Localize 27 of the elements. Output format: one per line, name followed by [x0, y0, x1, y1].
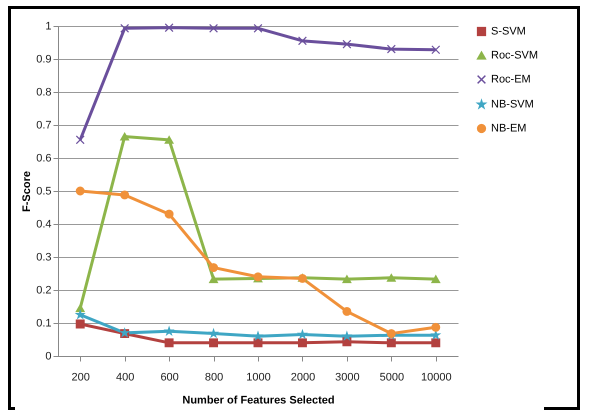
- legend-label: Roc-EM: [491, 74, 531, 86]
- y-tick-label: 1: [45, 20, 52, 32]
- legend-label: S-SVM: [491, 26, 526, 38]
- y-tick-label: 0.8: [36, 86, 52, 98]
- y-tick-label: 0.1: [36, 318, 52, 330]
- x-axis-title: Number of Features Selected: [182, 394, 335, 406]
- legend-label: Roc-SVM: [491, 50, 538, 62]
- y-tick-label: 0.6: [36, 152, 52, 164]
- x-tick-label: 200: [72, 372, 90, 384]
- legend-label: NB-EM: [491, 122, 526, 134]
- y-tick-label: 0.2: [36, 284, 52, 296]
- y-tick-label: 0.5: [36, 186, 52, 198]
- legend-label: NB-SVM: [491, 98, 534, 110]
- y-tick-label: 0.3: [36, 252, 52, 264]
- y-tick-label: 0.7: [36, 120, 52, 132]
- x-tick-label: 1000: [246, 372, 271, 384]
- x-tick-label: 800: [204, 372, 224, 384]
- y-axis-title: F-Score: [21, 171, 34, 212]
- x-tick-label: 5000: [380, 372, 404, 384]
- x-tick-label: 3000: [335, 372, 360, 384]
- x-tick-label: 400: [116, 372, 134, 384]
- x-tick-label: 600: [160, 372, 179, 384]
- y-tick-label: 0: [45, 350, 52, 362]
- x-tick-label: 2000: [290, 372, 316, 384]
- y-tick-label: 0.9: [36, 54, 52, 66]
- y-tick-label: 0.4: [36, 218, 52, 230]
- x-tick-label: 10000: [420, 372, 452, 384]
